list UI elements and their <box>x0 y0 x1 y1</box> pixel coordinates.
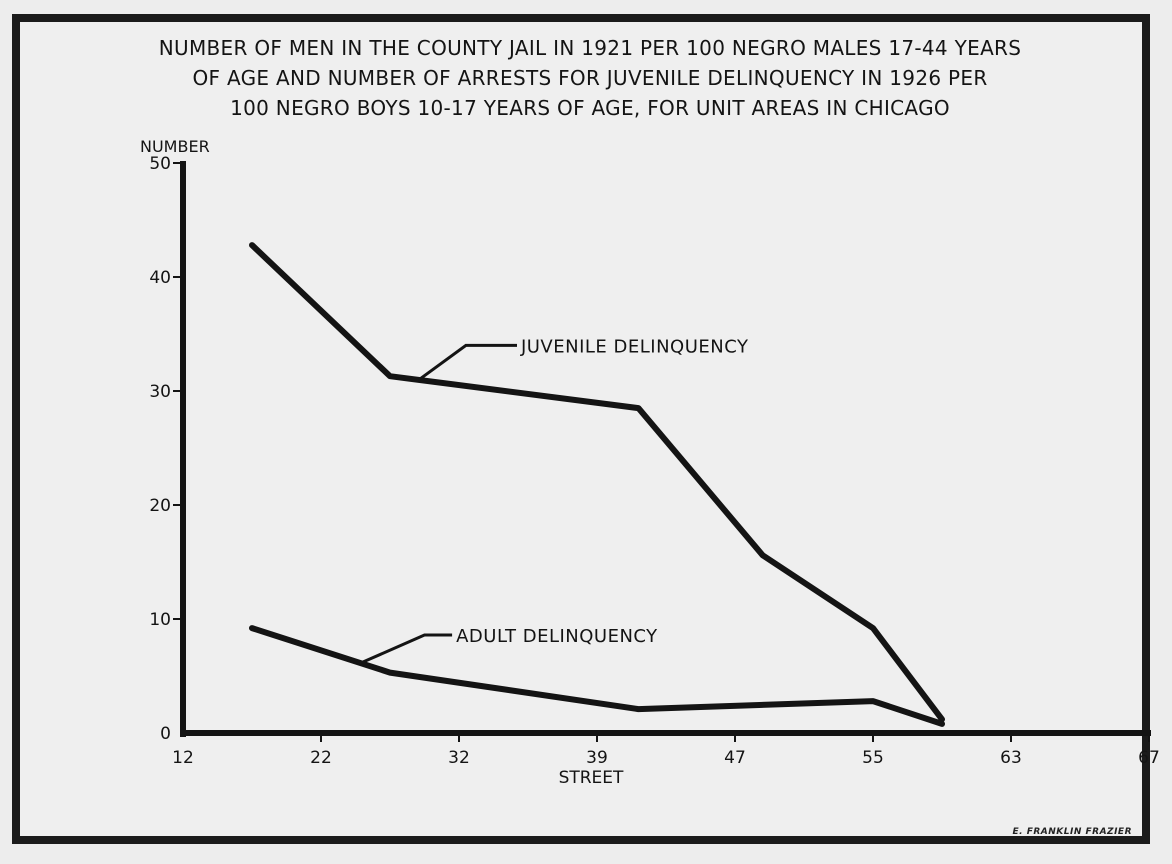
author-credit: E. FRANKLIN FRAZIER <box>1012 827 1132 837</box>
x-tick-label-32: 32 <box>448 748 470 768</box>
x-tick-label-12: 12 <box>172 748 194 768</box>
chart-frame <box>12 14 1150 844</box>
y-axis-label: NUMBER <box>140 137 210 156</box>
x-tick-label-22: 22 <box>310 748 332 768</box>
y-tick-label-50: 50 <box>149 154 171 174</box>
x-axis-label: STREET <box>559 768 624 788</box>
chart-title: NUMBER OF MEN IN THE COUNTY JAIL IN 1921… <box>40 33 1140 123</box>
series-line-adult-delinquency <box>249 625 945 727</box>
title-line-1: NUMBER OF MEN IN THE COUNTY JAIL IN 1921… <box>158 36 1022 60</box>
x-tick-label-39: 39 <box>586 748 608 768</box>
x-tick-label-63: 63 <box>1000 748 1022 768</box>
y-tick-label-40: 40 <box>149 268 171 288</box>
x-tick-label-47: 47 <box>724 748 746 768</box>
series-leader-1 <box>361 633 453 664</box>
series-line-juvenile-delinquency <box>249 242 945 723</box>
series-leader-0 <box>416 343 517 382</box>
title-line-3: 100 NEGRO BOYS 10-17 YEARS OF AGE, FOR U… <box>230 96 950 120</box>
series-label-adult-delinquency: ADULT DELINQUENCY <box>456 626 658 647</box>
y-tick-label-0: 0 <box>160 724 171 744</box>
x-tick-label-55: 55 <box>862 748 884 768</box>
title-line-2: OF AGE AND NUMBER OF ARRESTS FOR JUVENIL… <box>192 66 988 90</box>
series-label-juvenile-delinquency: JUVENILE DELINQUENCY <box>520 336 749 357</box>
x-tick-label-67: 67 <box>1138 748 1160 768</box>
y-tick-label-20: 20 <box>149 496 171 516</box>
y-tick-label-30: 30 <box>149 382 171 402</box>
y-tick-label-10: 10 <box>149 610 171 630</box>
